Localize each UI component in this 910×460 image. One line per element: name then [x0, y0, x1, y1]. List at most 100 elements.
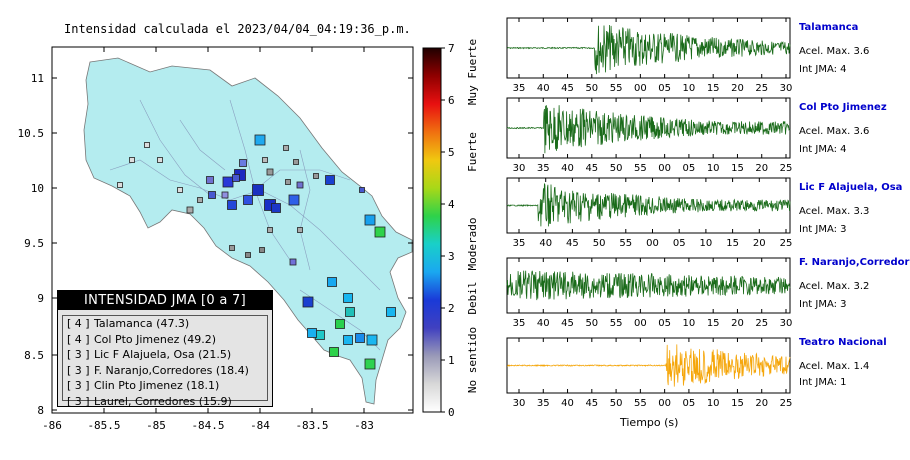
trace-tick-label: 15	[707, 83, 720, 94]
colorbar-tick: 2	[448, 302, 455, 315]
waveform-line	[506, 270, 791, 301]
trace-tick-label: 00	[646, 238, 659, 249]
map-y-tick: 9.5	[24, 237, 44, 250]
station-marker	[364, 214, 376, 226]
trace-tick-label: 05	[658, 318, 671, 329]
waveform-line	[507, 344, 791, 387]
legend-text: Lic F Alajuela, Osa (21.5)	[94, 348, 232, 361]
colorbar-category: Moderado	[466, 218, 479, 271]
trace-tick-label: 20	[731, 318, 744, 329]
station-marker	[307, 328, 317, 338]
station-marker	[254, 134, 266, 146]
trace-tick-label: 45	[566, 238, 579, 249]
trace-tick-label: 10	[700, 238, 713, 249]
trace-tick-label: 05	[683, 163, 696, 174]
trace-tick-label: 05	[683, 398, 696, 409]
waveform-line	[506, 182, 791, 227]
trace-tick-label: 05	[673, 238, 686, 249]
legend-item: [ 3 ] Lic F Alajuela, Osa (21.5)	[63, 347, 267, 363]
station-marker	[129, 157, 135, 163]
station-accel: Acel. Max. 3.3	[799, 206, 870, 217]
station-marker	[222, 176, 234, 188]
station-marker	[343, 293, 353, 303]
trace-tick-label: 10	[683, 318, 696, 329]
legend-level: [ 3 ]	[67, 348, 90, 361]
trace-tick-label: 20	[755, 398, 768, 409]
station-marker	[329, 347, 339, 357]
colorbar-category: Fuerte	[466, 132, 479, 172]
station-marker	[262, 157, 268, 163]
station-marker	[359, 187, 365, 193]
station-marker	[386, 307, 396, 317]
station-marker	[267, 227, 273, 233]
legend-item: [ 3 ] F. Naranjo,Corredores (18.4)	[63, 363, 267, 379]
station-name[interactable]: Lic F Alajuela, Osa	[799, 182, 903, 193]
map-x-tick: -84	[250, 419, 270, 432]
station-marker	[325, 175, 335, 185]
trace-tick-label: 35	[513, 238, 526, 249]
trace-tick-label: 55	[610, 83, 623, 94]
legend-level: [ 4 ]	[67, 317, 90, 330]
colorbar-tick: 1	[448, 354, 455, 367]
station-marker	[243, 195, 253, 205]
map-frame	[51, 46, 414, 414]
station-name[interactable]: Teatro Nacional	[799, 337, 887, 348]
station-name[interactable]: F. Naranjo,Corredores	[799, 257, 910, 268]
station-marker	[206, 176, 214, 184]
station-marker	[239, 159, 247, 167]
trace-tick-label: 40	[561, 163, 574, 174]
trace-tick-label: 15	[731, 398, 744, 409]
trace-tick-label: 20	[753, 238, 766, 249]
intensity-legend: INTENSIDAD JMA [0 a 7] [ 4 ] Talamanca (4…	[57, 290, 273, 410]
station-marker	[289, 258, 297, 266]
trace-tick-label: 55	[610, 318, 623, 329]
trace-tick-label: 50	[585, 318, 598, 329]
station-marker	[266, 168, 274, 176]
map-y-tick: 8	[37, 404, 44, 417]
costa-rica-land	[83, 57, 413, 405]
trace-tick-label: 15	[707, 318, 720, 329]
station-marker	[366, 334, 378, 346]
map-y-tick: 11	[31, 72, 44, 85]
trace-tick-label: 10	[683, 83, 696, 94]
legend-item: [ 3 ] Laurel, Corredores (15.9)	[63, 394, 267, 410]
road-line	[254, 169, 351, 191]
road-line	[109, 159, 381, 291]
station-marker	[259, 247, 265, 253]
station-marker	[355, 333, 365, 343]
map-title: Intensidad calculada el 2023/04/04_04:19…	[64, 22, 411, 36]
trace-tick-label: 40	[561, 398, 574, 409]
trace-tick-label: 45	[561, 83, 574, 94]
trace-tick-label: 15	[731, 163, 744, 174]
trace-tick-label: 55	[619, 238, 632, 249]
station-accel: Acel. Max. 3.2	[799, 281, 870, 292]
station-name[interactable]: Col Pto Jimenez	[799, 102, 887, 113]
trace-tick-label: 00	[658, 398, 671, 409]
trace-tick-label: 40	[539, 238, 552, 249]
trace-tick-label: 10	[707, 163, 720, 174]
station-marker	[364, 358, 376, 370]
colorbar-tick: 6	[448, 94, 455, 107]
trace-tick-label: 40	[537, 83, 550, 94]
station-marker	[221, 191, 229, 199]
station-jma: Int JMA: 3	[799, 224, 847, 235]
legend-item: [ 4 ] Col Pto Jimenez (49.2)	[63, 332, 267, 348]
station-name[interactable]: Talamanca	[799, 22, 859, 33]
station-marker	[343, 335, 353, 345]
station-marker	[197, 197, 203, 203]
trace-tick-label: 35	[537, 398, 550, 409]
station-marker	[374, 226, 386, 238]
station-marker	[288, 194, 300, 206]
station-accel: Acel. Max. 3.6	[799, 46, 870, 57]
colorbar-scale	[422, 47, 442, 413]
trace-tick-label: 20	[731, 83, 744, 94]
colorbar-tick: 5	[448, 146, 455, 159]
legend-text: Col Pto Jimenez (49.2)	[94, 332, 217, 346]
station-jma: Int JMA: 3	[799, 299, 847, 310]
station-marker	[186, 206, 194, 214]
trace-tick-label: 15	[726, 238, 739, 249]
station-marker	[229, 245, 235, 251]
colorbar-category: Debil	[466, 281, 479, 314]
